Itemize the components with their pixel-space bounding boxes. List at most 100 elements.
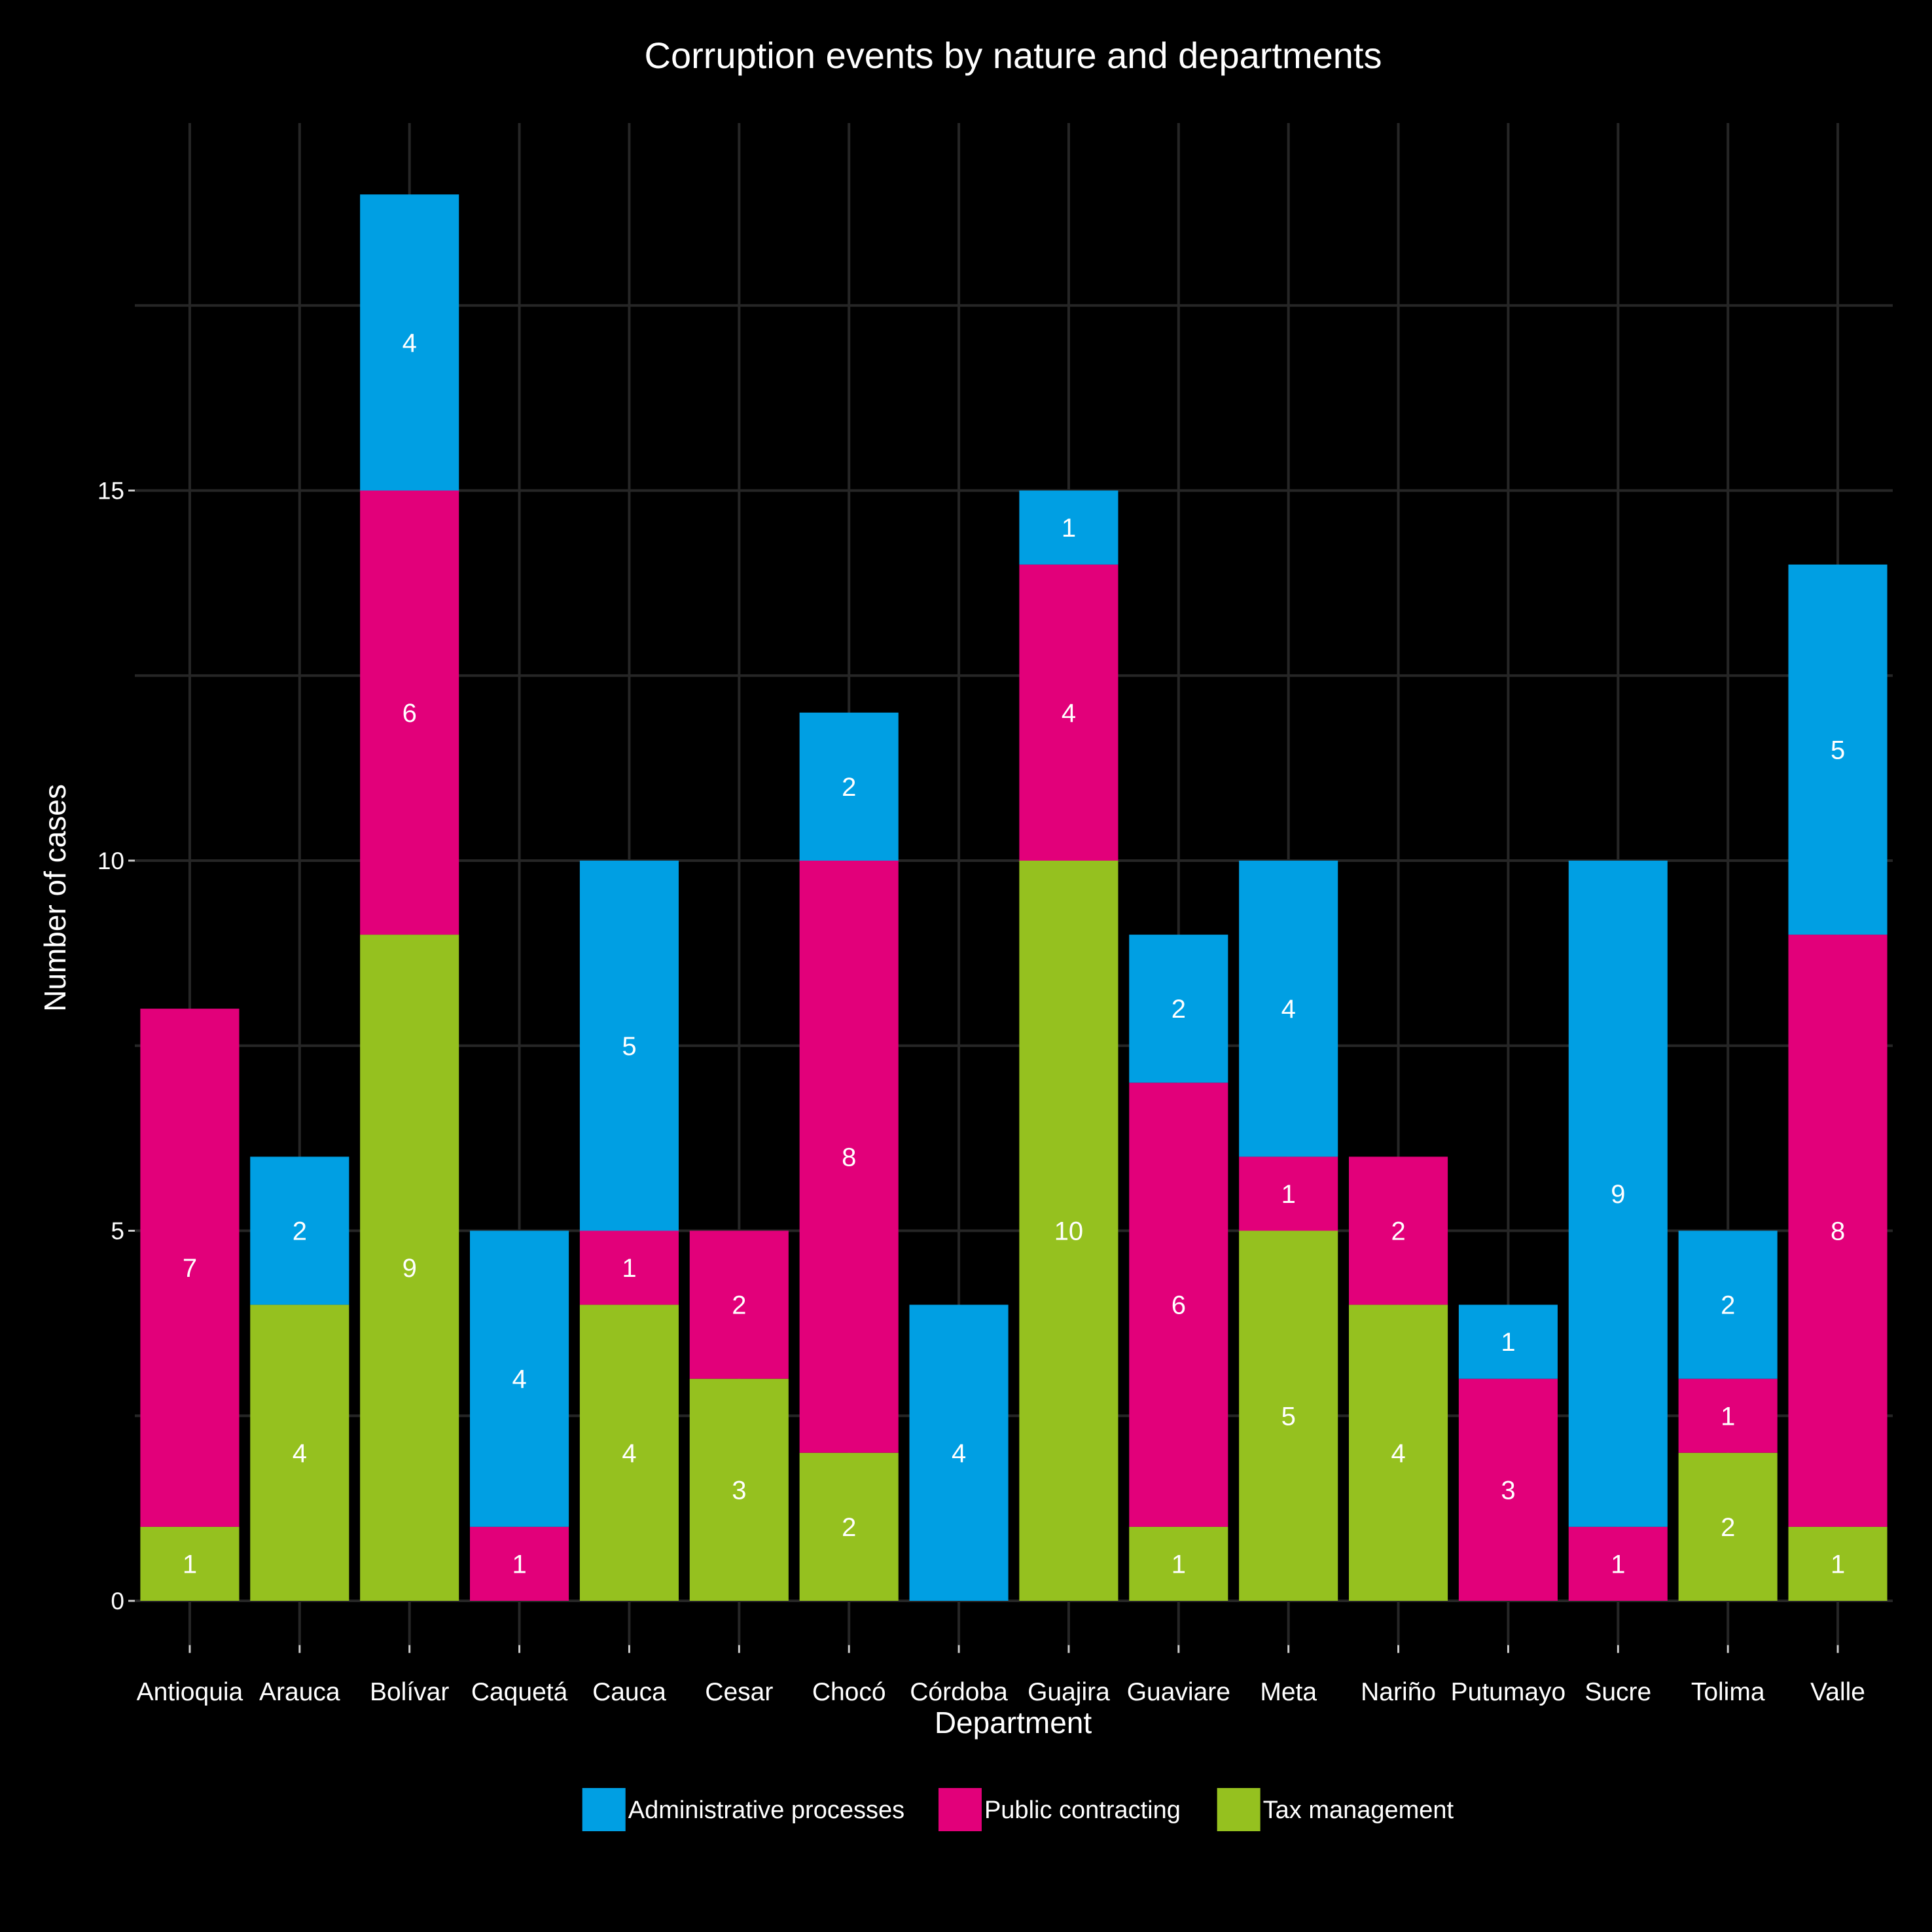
bar-segment [360,490,459,935]
bar-value-label: 2 [1391,1217,1405,1246]
bar-segment [1349,1304,1448,1601]
x-tick-label: Putumayo [1451,1678,1566,1706]
legend-entry-label: Tax management [1263,1797,1454,1824]
bar-segment [470,1230,569,1527]
y-axis-label: Number of cases [38,784,72,1012]
x-tick-label: Nariño [1361,1678,1436,1706]
bar-value-label: 1 [1611,1550,1625,1579]
legend-swatch [582,1788,626,1831]
bar-value-label: 1 [1721,1402,1735,1431]
bar-value-label: 6 [402,699,417,728]
bar-segment [909,1304,1009,1601]
x-tick-label: Cesar [705,1678,773,1706]
y-axis: 0 5 10 15 [98,478,135,1615]
bar-segment [579,861,679,1231]
legend-swatch [1217,1788,1261,1831]
bar-segment [1458,1378,1558,1601]
bar-segment [470,1526,569,1601]
bar-value-label: 1 [1831,1550,1845,1579]
bar-segment [1678,1378,1778,1453]
x-tick-label: Tolima [1691,1678,1765,1706]
bar-value-label: 4 [293,1439,307,1468]
bar-segment [799,1452,899,1601]
x-axis: Antioquia Arauca Bolívar Caquetá Cauca Cesar C… [137,1645,1865,1706]
bar-value-label: 2 [293,1217,307,1246]
bar-value-label: 1 [183,1550,197,1579]
bar-segment [1239,1230,1338,1601]
bar-value-label: 5 [622,1032,636,1061]
bar-value-label: 6 [1172,1291,1186,1320]
x-tick-label: Cauca [592,1678,666,1706]
bar-value-label: 2 [1721,1513,1735,1542]
bar-segment [1678,1452,1778,1601]
bar-value-label: 10 [1054,1217,1084,1246]
bar-value-label: 2 [732,1291,746,1320]
bar-value-label: 7 [183,1254,197,1283]
bar-value-label: 2 [1172,995,1186,1024]
bar-segment [360,194,459,491]
bar-value-label: 4 [1281,995,1296,1024]
bar-segment [1788,564,1887,935]
x-tick-label: Bolívar [370,1678,449,1706]
bar-segment [140,1009,240,1527]
bar-segment [799,712,899,861]
x-tick-label: Valle [1810,1678,1865,1706]
bar-value-label: 5 [1831,736,1845,764]
bar-value-labels: 1 7 4 2 9 6 4 1 4 4 1 5 3 2 2 8 2 4 10 4 1 1 6 2 5 1 4 4 2 3 1 1 9 2 1 2 1 8 5 [183,329,1845,1579]
chart-title: Corruption events by nature and departme… [645,35,1382,76]
bar-segment [250,1304,349,1601]
x-tick-label: Antioquia [137,1678,243,1706]
bar-segment [1019,564,1118,861]
bar-value-label: 1 [512,1550,526,1579]
bar-value-label: 4 [1391,1439,1405,1468]
x-axis-label: Department [935,1706,1092,1740]
bar-value-label: 2 [1721,1291,1735,1320]
x-tick-label: Caquetá [471,1678,568,1706]
bar-segment [1788,935,1887,1527]
bar-segment [689,1230,789,1379]
bar-value-label: 1 [622,1254,636,1283]
x-tick-label: Guaviare [1127,1678,1230,1706]
bar-value-label: 8 [842,1143,856,1172]
y-tick-label: 10 [98,848,124,874]
bar-segment [1568,1526,1668,1601]
bar-segment [140,1526,240,1601]
bar-value-label: 8 [1831,1217,1845,1246]
legend-entry-label: Administrative processes [628,1797,904,1824]
legend-entry-label: Public contracting [984,1797,1181,1824]
bar-segment [1019,490,1118,565]
y-tick-label: 15 [98,478,124,505]
bar-value-label: 1 [1281,1180,1296,1209]
bar-value-label: 9 [402,1254,417,1283]
bar-value-label: 4 [402,329,417,357]
bar-segment [579,1304,679,1601]
bar-value-label: 9 [1611,1180,1625,1209]
y-tick-label: 5 [111,1218,124,1245]
bar-segment [579,1230,679,1305]
x-tick-label: Guajira [1028,1678,1110,1706]
bar-segment [799,861,899,1453]
legend-swatch [938,1788,982,1831]
bar-segment [250,1156,349,1305]
bar-value-label: 2 [842,773,856,802]
bar-segment [1349,1156,1448,1305]
bar-value-label: 3 [1501,1476,1515,1505]
bar-segment [1568,861,1668,1527]
bar-segment [1239,1156,1338,1231]
bar-segment [1129,1526,1228,1601]
bar-value-label: 4 [952,1439,966,1468]
x-tick-label: Arauca [259,1678,340,1706]
bar-value-label: 1 [1062,514,1076,543]
bar-segment [1239,861,1338,1157]
bar-value-label: 3 [732,1476,746,1505]
y-tick-label: 0 [111,1588,124,1615]
bar-value-label: 1 [1501,1328,1515,1357]
bar-value-label: 2 [842,1513,856,1542]
x-tick-label: Meta [1260,1678,1317,1706]
bar-segment [1129,935,1228,1083]
bar-segment [1678,1230,1778,1379]
bar-segment [1458,1304,1558,1379]
bar-segment [1788,1526,1887,1601]
x-tick-label: Chocó [812,1678,886,1706]
